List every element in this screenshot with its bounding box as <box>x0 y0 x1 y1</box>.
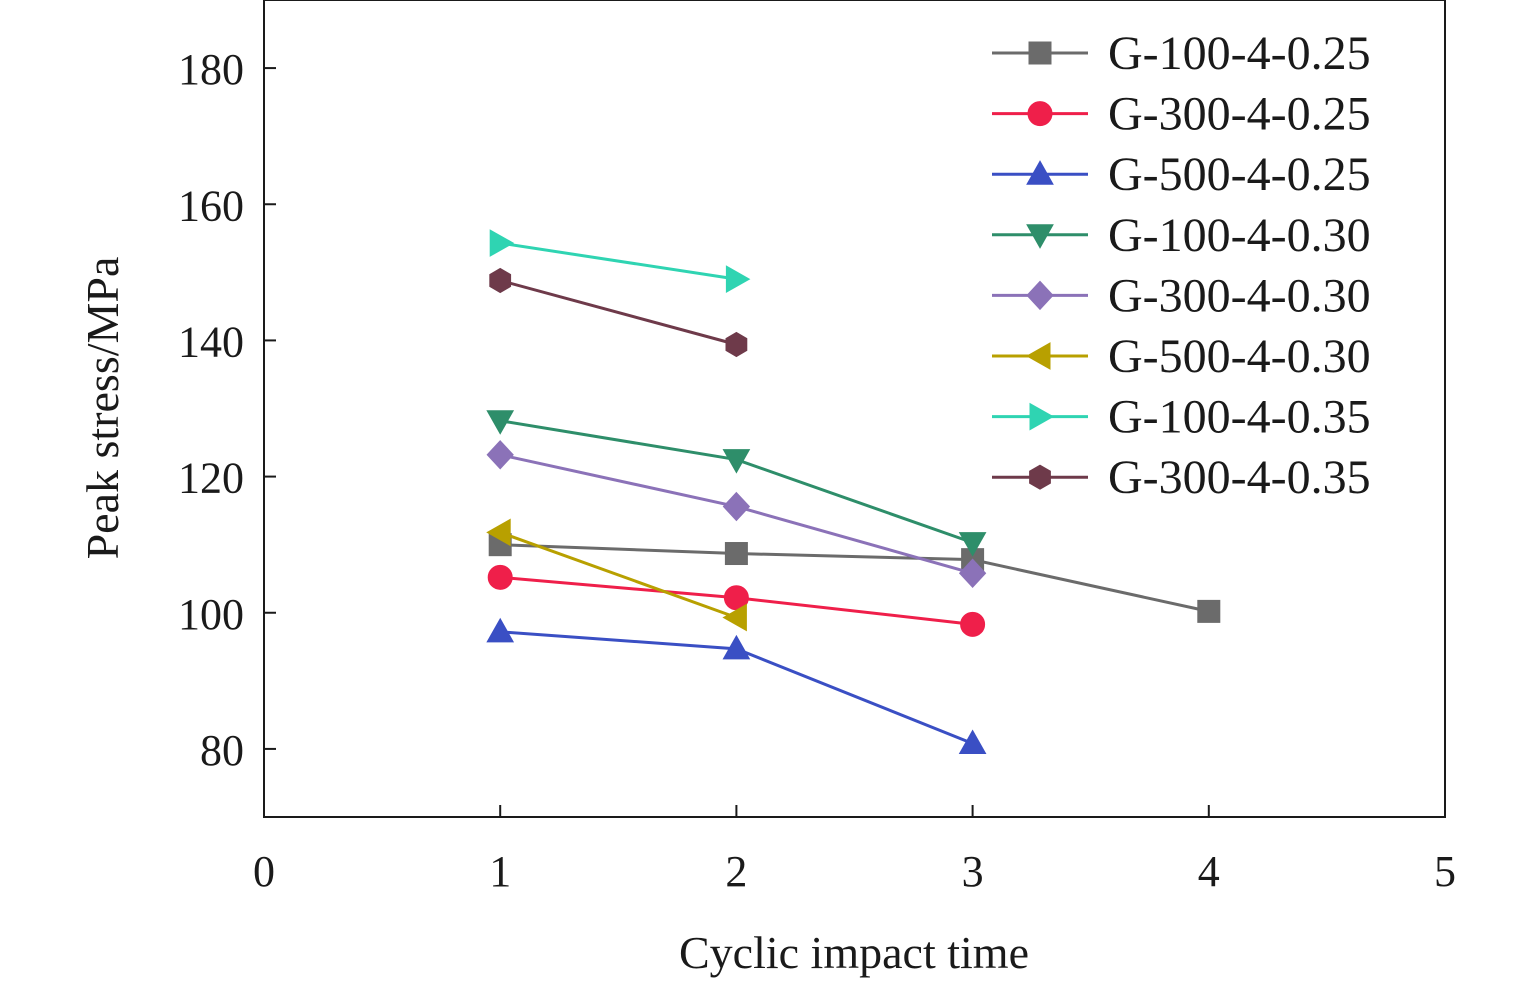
x-tick-label: 0 <box>253 847 275 896</box>
series-line <box>499 279 737 346</box>
data-point <box>489 267 512 294</box>
legend-entry: G-100-4-0.30 <box>992 209 1371 262</box>
x-tick-label: 5 <box>1434 847 1456 896</box>
legend-label: G-100-4-0.30 <box>1108 209 1371 262</box>
legend: G-100-4-0.25 G-300-4-0.25 G-500-4-0.25 G-10… <box>992 27 1371 504</box>
series-G-100-4-0.30 <box>486 410 987 557</box>
legend-marker <box>1027 101 1053 127</box>
series-G-500-4-0.30 <box>486 518 747 632</box>
series-G-100-4-0.35 <box>489 229 751 293</box>
data-point <box>486 440 514 470</box>
legend-label: G-100-4-0.25 <box>1108 27 1371 80</box>
legend-marker <box>1025 342 1051 370</box>
data-point <box>958 532 987 557</box>
legend-label: G-500-4-0.25 <box>1108 148 1371 201</box>
legend-label: G-300-4-0.30 <box>1108 269 1371 322</box>
legend-marker <box>1029 402 1055 431</box>
data-point <box>1197 599 1221 623</box>
legend-label: G-300-4-0.35 <box>1108 451 1371 504</box>
x-tick-label: 4 <box>1198 847 1220 896</box>
legend-entry: G-100-4-0.25 <box>992 27 1371 80</box>
data-point <box>722 634 751 660</box>
x-axis-ticks: 0 1 2 3 4 5 <box>253 805 1456 896</box>
series-G-300-4-0.30 <box>486 440 987 588</box>
series-line <box>499 419 974 545</box>
data-point <box>960 611 986 637</box>
data-point <box>722 449 751 474</box>
series-line <box>500 543 1210 613</box>
y-tick-label: 180 <box>178 45 244 94</box>
legend-entry: G-300-4-0.30 <box>992 269 1371 322</box>
x-tick-label: 1 <box>489 847 511 896</box>
x-axis-title: Cyclic impact time <box>679 927 1029 978</box>
y-tick-label: 160 <box>178 181 244 230</box>
legend-marker <box>1026 280 1054 311</box>
x-tick-label: 3 <box>962 847 984 896</box>
legend-entry: G-500-4-0.25 <box>992 148 1371 201</box>
series-G-300-4-0.35 <box>489 267 748 358</box>
legend-marker <box>1026 160 1054 185</box>
series-layer <box>486 229 1221 754</box>
data-point <box>487 564 513 590</box>
series-G-500-4-0.25 <box>486 617 987 754</box>
data-point <box>958 729 987 754</box>
data-point <box>722 603 747 632</box>
data-point <box>725 265 751 293</box>
y-tick-label: 80 <box>200 726 244 775</box>
data-point <box>489 229 515 257</box>
plot-frame <box>263 0 1446 818</box>
series-G-100-4-0.25 <box>488 533 1221 623</box>
legend-label: G-300-4-0.25 <box>1108 88 1371 141</box>
data-point <box>486 410 515 435</box>
y-tick-label: 120 <box>178 454 244 503</box>
data-point <box>958 558 987 588</box>
y-axis-title: Peak stress/MPa <box>77 257 128 560</box>
y-axis-ticks: 80 100 120 140 160 180 <box>178 45 276 775</box>
legend-entry: G-500-4-0.30 <box>992 330 1371 383</box>
x-tick-label: 2 <box>725 847 747 896</box>
legend-label: G-500-4-0.30 <box>1108 330 1371 383</box>
legend-marker <box>1026 224 1054 249</box>
legend-entry: G-300-4-0.35 <box>992 451 1371 504</box>
legend-marker <box>1028 41 1052 65</box>
data-point <box>725 331 748 358</box>
series-G-300-4-0.25 <box>487 564 986 637</box>
series-line <box>499 531 737 619</box>
data-point <box>722 491 751 522</box>
data-point <box>486 518 511 547</box>
plot-area <box>263 0 1446 818</box>
series-line <box>499 241 737 281</box>
data-point <box>724 542 748 566</box>
legend-marker <box>1029 464 1051 490</box>
y-tick-label: 140 <box>178 317 244 366</box>
y-tick-label: 100 <box>178 590 244 639</box>
legend-entry: G-300-4-0.25 <box>992 88 1371 141</box>
legend-entry: G-100-4-0.35 <box>992 391 1371 444</box>
legend-label: G-100-4-0.35 <box>1108 391 1371 444</box>
data-point <box>486 617 515 643</box>
